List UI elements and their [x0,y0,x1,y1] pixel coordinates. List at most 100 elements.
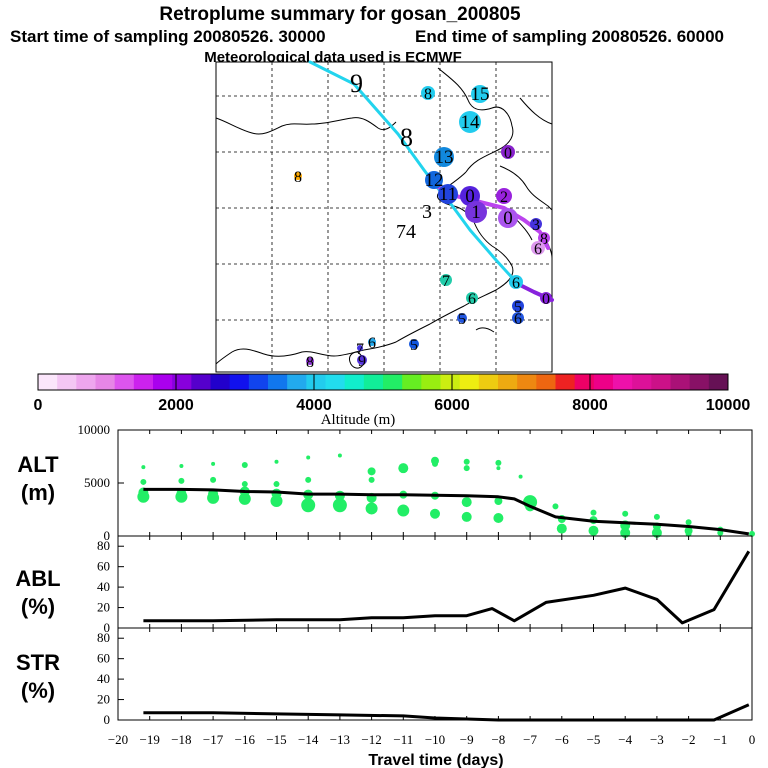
panel-label-top: STR [16,650,60,675]
map-dot: 11 [438,184,458,205]
alt-point [140,478,147,485]
colorbar-swatch [95,374,116,390]
map-dot: 7 [440,273,452,290]
colorbar-swatch [363,374,384,390]
map-dot-marker [459,111,481,133]
map-dot: 6 [531,241,545,258]
map-dot-label: 8 [424,86,432,103]
colorbar-swatch [325,374,346,390]
x-tick-label: −8 [491,732,505,747]
map-dot: 5 [512,299,524,316]
colorbar-swatch [689,374,710,390]
colorbar-swatch [517,374,537,390]
x-tick-label: −11 [393,732,413,747]
colorbar-swatch [191,374,211,390]
alt-point [622,510,629,517]
panel-label-bottom: (%) [21,678,55,703]
colorbar-swatch [708,374,729,390]
y-tick-label: 80 [97,630,110,645]
colorbar-swatch [440,374,461,390]
map-dot-marker [457,313,467,323]
panel-label-bottom: (m) [21,480,55,505]
alt-point [207,491,220,504]
map-dot-label: 0 [504,145,512,162]
colorbar-swatch [114,374,135,390]
map-dot-marker [421,86,435,100]
map-dot-label: 3 [532,217,540,234]
colorbar-swatch [210,374,231,390]
alt-point [620,527,631,538]
colorbar-swatch [555,374,576,390]
map-dot: 5 [457,311,467,328]
map-dot: 6 [368,335,376,352]
track-labels: 9 8 3 74 [350,69,432,243]
y-tick-label: 40 [97,579,110,594]
map-dot-label: 0 [465,186,475,207]
map-dot-label: 8 [540,231,548,248]
alt-point [651,527,662,538]
colorbar-ticks: 0 2000 4000 6000 8000 10000 [34,374,750,414]
map-dot-marker [509,275,523,289]
map-dot: 3 [530,217,542,234]
map-dot: 12 [425,170,444,191]
map-dot-marker [438,184,458,204]
x-tick-label: 0 [749,732,756,747]
colorbar-swatch [172,374,192,390]
colorbar-tick-label: 0 [34,397,43,414]
track-label: 8 [400,123,413,152]
map-dot: 8 [306,354,314,371]
alt-point [685,519,692,526]
map-dot-marker [512,300,524,312]
y-tick-label: 0 [104,528,111,543]
alt-point [332,498,347,513]
map-dot: 6 [509,275,523,292]
map-dot-marker [540,292,552,304]
map-dot: 15 [471,84,490,105]
alt-point [211,461,216,466]
alt-point [301,498,316,513]
y-tick-label: 5000 [84,475,110,490]
map-dot-marker [512,312,524,324]
alt-point [432,460,438,467]
series-line-str [143,703,750,722]
alt-point [175,490,188,503]
x-tick-label: −2 [682,732,696,747]
x-tick-label: −20 [108,732,128,747]
alt-point [179,464,184,469]
map-dot-label: 6 [468,291,476,308]
panel-frame [117,429,753,537]
map-dot-marker [538,232,550,244]
y-tick-label: 80 [97,538,110,553]
colorbar-swatch [306,374,326,390]
map-dot: 6 [512,311,524,328]
map-dot: 5 [409,337,419,354]
map-dot-marker [434,147,454,167]
map-dot-marker [306,357,314,365]
alt-point [430,508,440,519]
map-dot: 9 [357,353,367,370]
map-dot: 0 [540,291,552,308]
map-dot-label: 7 [356,341,364,358]
x-tick-label: −7 [523,732,537,747]
colorbar-swatch [133,374,154,390]
map-dot-label: 6 [368,335,376,352]
x-tick-label: −16 [235,732,256,747]
map-dot-marker [466,292,478,304]
colorbar-swatch [248,374,269,390]
colorbar-tick-label: 4000 [296,397,332,414]
alt-point [368,476,375,483]
map-dot-label: 5 [514,299,522,316]
map-dot-marker [498,208,518,228]
panel-label-bottom: (%) [21,594,55,619]
map-dot: 8 [294,169,302,186]
alt-point [461,497,472,508]
colorbar-swatch [651,374,671,390]
map-dot-marker [460,186,480,206]
altitude-colorbar: 0 2000 4000 6000 8000 10000 Altitude (m) [34,373,750,428]
x-tick-label: −15 [266,732,286,747]
colorbar-swatch [593,374,614,390]
colorbar-swatch [57,374,77,390]
